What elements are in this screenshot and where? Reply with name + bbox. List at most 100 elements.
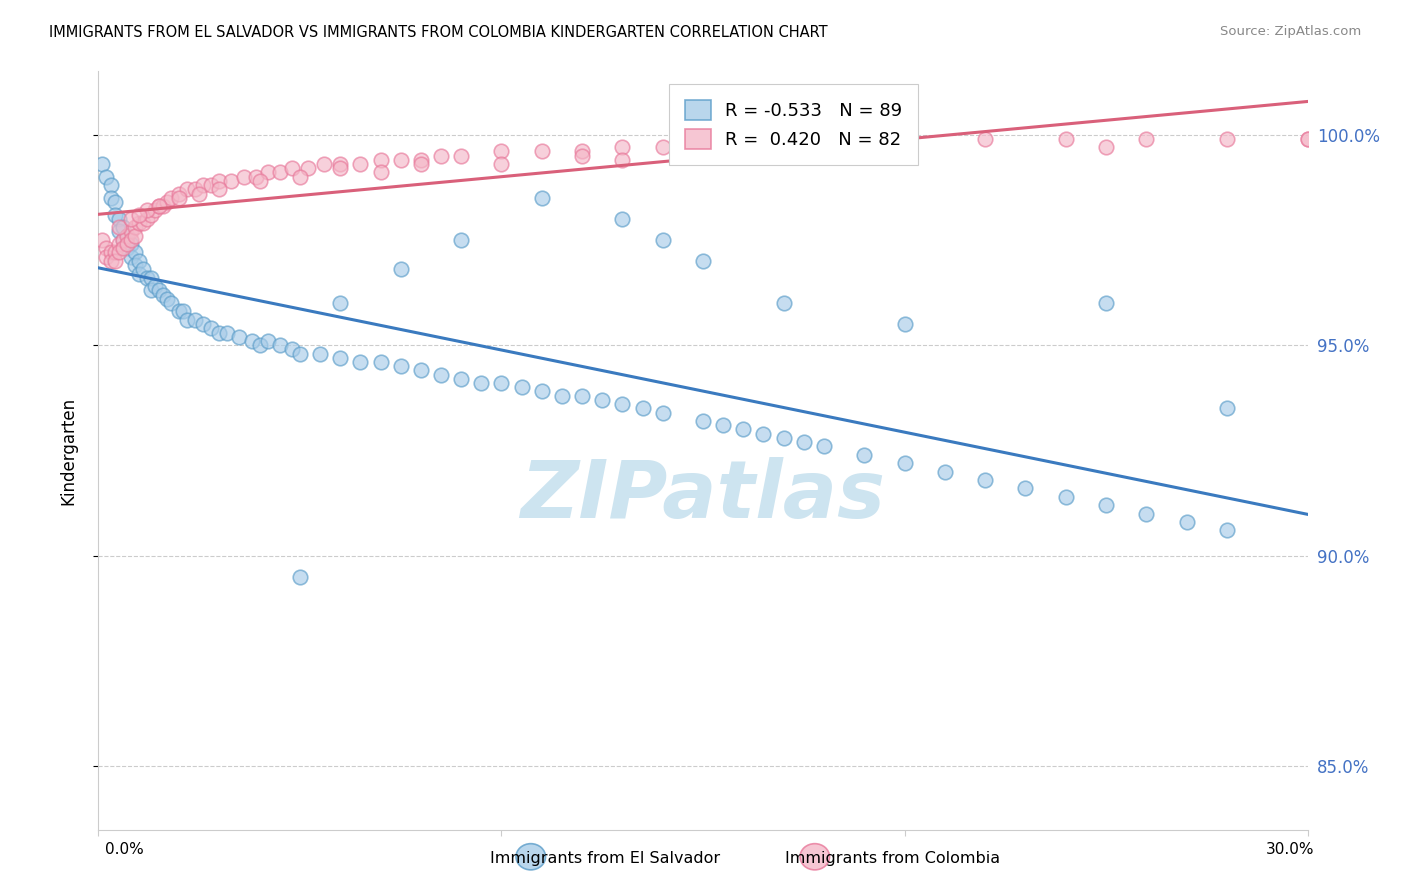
Point [128, 253, 150, 268]
Point [193, 317, 215, 331]
Point [120, 237, 142, 252]
Point [813, 132, 835, 146]
Point [329, 351, 352, 365]
Point [143, 279, 166, 293]
Text: 0.0%: 0.0% [105, 842, 145, 856]
Point [551, 389, 574, 403]
Point [100, 253, 122, 268]
Point [184, 313, 207, 327]
Point [1296, 132, 1319, 146]
Point [281, 161, 304, 176]
Point [208, 182, 231, 196]
Point [974, 473, 997, 487]
Point [389, 153, 412, 167]
Point [120, 233, 142, 247]
Point [893, 456, 915, 470]
Point [349, 157, 371, 171]
Point [167, 304, 190, 318]
Point [612, 397, 634, 411]
Point [148, 199, 170, 213]
Point [530, 191, 553, 205]
Point [167, 191, 190, 205]
Circle shape [516, 844, 546, 870]
Point [107, 220, 129, 235]
Point [200, 321, 222, 335]
Point [813, 439, 835, 453]
Point [450, 372, 472, 386]
Point [893, 132, 915, 146]
Point [1135, 132, 1157, 146]
Point [103, 194, 125, 209]
Point [1095, 140, 1118, 154]
Point [349, 355, 371, 369]
Point [370, 355, 392, 369]
Circle shape [800, 844, 830, 870]
Point [409, 153, 432, 167]
Point [240, 334, 263, 348]
Point [733, 148, 755, 162]
Point [409, 363, 432, 377]
Point [450, 148, 472, 162]
Point [115, 228, 138, 243]
Point [1135, 507, 1157, 521]
Point [135, 270, 157, 285]
Point [103, 245, 125, 260]
Point [370, 165, 392, 179]
Legend: R = -0.533   N = 89, R =  0.420   N = 82: R = -0.533 N = 89, R = 0.420 N = 82 [669, 84, 918, 166]
Point [160, 191, 183, 205]
Point [217, 326, 239, 340]
Point [96, 250, 118, 264]
Point [120, 211, 142, 226]
Point [430, 148, 453, 162]
Point [1054, 132, 1077, 146]
Point [96, 241, 118, 255]
Point [132, 216, 155, 230]
Point [249, 338, 271, 352]
Point [1095, 498, 1118, 512]
Point [631, 401, 654, 416]
Point [329, 296, 352, 310]
Point [612, 153, 634, 167]
Point [389, 359, 412, 374]
Point [297, 161, 319, 176]
Point [733, 136, 755, 150]
Point [96, 169, 118, 184]
Point [651, 405, 673, 419]
Point [269, 165, 291, 179]
Point [132, 262, 155, 277]
Point [120, 224, 142, 238]
Point [1296, 132, 1319, 146]
Point [329, 157, 352, 171]
Point [103, 208, 125, 222]
Point [172, 304, 194, 318]
Point [200, 178, 222, 193]
Point [143, 203, 166, 218]
Point [692, 253, 714, 268]
Text: IMMIGRANTS FROM EL SALVADOR VS IMMIGRANTS FROM COLOMBIA KINDERGARTEN CORRELATION: IMMIGRANTS FROM EL SALVADOR VS IMMIGRANT… [49, 25, 828, 40]
Text: ZIPatlas: ZIPatlas [520, 457, 886, 535]
Point [571, 145, 593, 159]
Point [309, 346, 332, 360]
Point [91, 157, 114, 171]
Point [288, 346, 311, 360]
Point [711, 418, 734, 433]
Point [139, 208, 162, 222]
Point [651, 140, 673, 154]
Point [329, 161, 352, 176]
Point [100, 178, 122, 193]
Point [530, 384, 553, 399]
Point [111, 233, 134, 247]
Point [1175, 515, 1198, 529]
Point [176, 182, 198, 196]
Point [111, 220, 134, 235]
Text: Source: ZipAtlas.com: Source: ZipAtlas.com [1220, 25, 1361, 38]
Point [135, 203, 157, 218]
Point [152, 199, 174, 213]
Point [107, 237, 129, 252]
Point [389, 262, 412, 277]
Point [91, 233, 114, 247]
Point [111, 233, 134, 247]
Point [103, 253, 125, 268]
Text: 30.0%: 30.0% [1267, 842, 1315, 856]
Point [491, 145, 513, 159]
